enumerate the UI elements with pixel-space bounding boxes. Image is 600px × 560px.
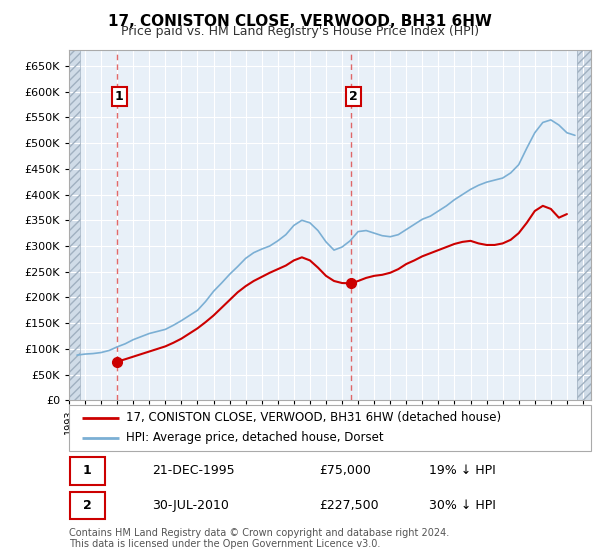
Bar xyxy=(577,50,591,400)
Text: 19% ↓ HPI: 19% ↓ HPI xyxy=(429,464,496,478)
Text: 30-JUL-2010: 30-JUL-2010 xyxy=(152,499,229,512)
Text: 30% ↓ HPI: 30% ↓ HPI xyxy=(429,499,496,512)
Text: 21-DEC-1995: 21-DEC-1995 xyxy=(152,464,235,478)
Text: 17, CONISTON CLOSE, VERWOOD, BH31 6HW (detached house): 17, CONISTON CLOSE, VERWOOD, BH31 6HW (d… xyxy=(127,411,502,424)
Text: 2: 2 xyxy=(349,90,358,103)
Text: 1: 1 xyxy=(83,464,92,478)
Text: HPI: Average price, detached house, Dorset: HPI: Average price, detached house, Dors… xyxy=(127,431,384,445)
Bar xyxy=(577,50,591,400)
Text: Contains HM Land Registry data © Crown copyright and database right 2024.
This d: Contains HM Land Registry data © Crown c… xyxy=(69,528,449,549)
Text: 2: 2 xyxy=(83,499,92,512)
Text: 17, CONISTON CLOSE, VERWOOD, BH31 6HW: 17, CONISTON CLOSE, VERWOOD, BH31 6HW xyxy=(108,14,492,29)
Text: 1: 1 xyxy=(115,90,124,103)
Bar xyxy=(70,492,105,519)
Bar xyxy=(69,50,80,400)
Text: £227,500: £227,500 xyxy=(320,499,379,512)
Text: £75,000: £75,000 xyxy=(320,464,371,478)
Text: Price paid vs. HM Land Registry's House Price Index (HPI): Price paid vs. HM Land Registry's House … xyxy=(121,25,479,38)
Bar xyxy=(70,458,105,484)
Bar xyxy=(69,50,80,400)
